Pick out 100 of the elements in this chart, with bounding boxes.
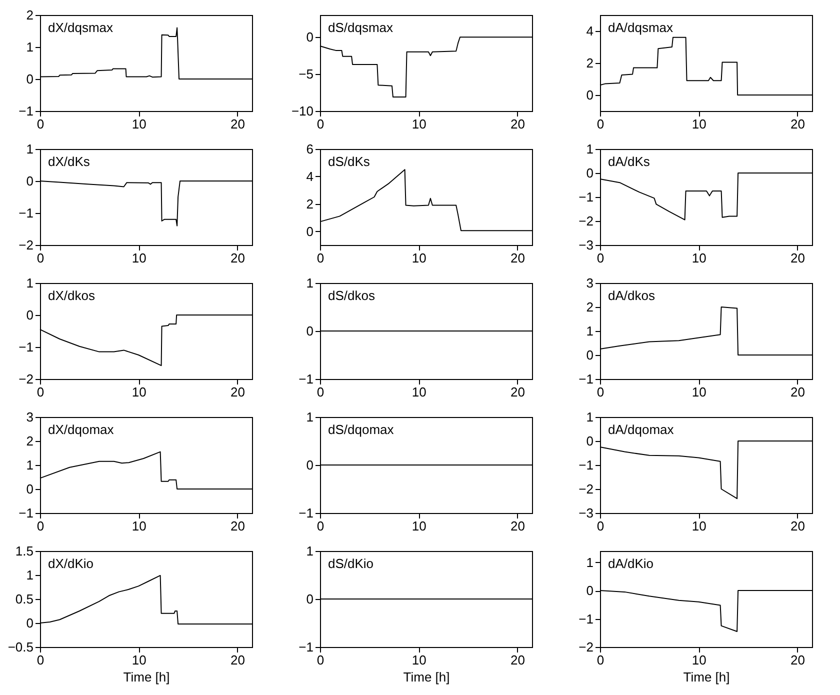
y-tick-label: −1 <box>298 372 314 386</box>
x-tick-label: 0 <box>316 250 324 266</box>
y-tick-label: 0.5 <box>15 592 34 606</box>
x-tick-label: 10 <box>412 384 426 400</box>
x-tick-label: 20 <box>790 384 805 400</box>
x-tick-label: 20 <box>230 518 245 534</box>
y-tick-label: 0 <box>586 348 594 362</box>
y-tick-label: 0 <box>586 434 594 448</box>
y-tick-label: 1 <box>586 324 594 338</box>
chart-title: dA/dkos <box>608 288 656 303</box>
y-tick-label: −3 <box>578 506 594 520</box>
x-tick-label: 0 <box>36 518 44 534</box>
y-tick-label: −2 <box>578 214 594 228</box>
x-tick-label: 10 <box>412 652 426 668</box>
x-tick-label: 0 <box>596 384 604 400</box>
x-tick-label: 10 <box>692 250 706 266</box>
x-tick-label: 0 <box>316 652 324 668</box>
y-tick-label: 1 <box>586 410 594 424</box>
x-tick-label: 20 <box>510 518 525 534</box>
y-tick-label: −3 <box>578 238 594 252</box>
y-tick-label: −1 <box>18 104 34 118</box>
chart-title: dX/dqsmax <box>48 20 114 35</box>
y-tick-label: 2 <box>586 56 594 70</box>
y-tick-label: −5 <box>298 66 314 82</box>
y-tick-label: −2 <box>578 640 594 654</box>
y-tick-label: 0 <box>306 592 314 606</box>
chart-title: dX/dKio <box>48 556 94 571</box>
x-tick-label: 20 <box>510 384 525 400</box>
y-tick-label: −2 <box>578 482 594 496</box>
y-tick-label: 0 <box>26 482 34 496</box>
y-tick-label: −1 <box>298 640 314 654</box>
chart-title: dX/dkos <box>48 288 96 303</box>
x-tick-label: 20 <box>230 250 245 266</box>
y-tick-label: 2 <box>306 196 314 212</box>
x-tick-label: 10 <box>132 384 146 400</box>
chart-title: dS/dKs <box>328 154 370 169</box>
y-tick-label: 0 <box>306 224 314 239</box>
y-tick-label: 2 <box>586 300 594 314</box>
chart-title: dA/dKs <box>608 154 650 169</box>
y-tick-label: −10 <box>291 104 314 118</box>
y-tick-label: 0 <box>586 88 594 102</box>
y-tick-label: 0 <box>306 30 314 45</box>
x-tick-label: 0 <box>36 250 44 266</box>
y-tick-label: 0 <box>26 308 34 322</box>
x-tick-label: 20 <box>790 116 805 132</box>
x-tick-label: 20 <box>230 116 245 132</box>
y-tick-label: 6 <box>306 142 314 156</box>
x-tick-label: 20 <box>510 652 525 668</box>
x-tick-label: 20 <box>510 250 525 266</box>
x-tick-label: 0 <box>36 652 44 668</box>
y-tick-label: 1 <box>26 276 34 290</box>
x-tick-label: 0 <box>596 116 604 132</box>
x-tick-label: 10 <box>132 250 146 266</box>
x-tick-label: 0 <box>596 518 604 534</box>
y-tick-label: 1 <box>26 40 34 54</box>
y-tick-label: −1 <box>578 458 594 472</box>
x-tick-label: 0 <box>316 116 324 132</box>
y-tick-label: 4 <box>306 168 314 184</box>
x-tick-label: 10 <box>132 116 146 132</box>
y-tick-label: 3 <box>586 276 594 290</box>
x-tick-label: 0 <box>316 518 324 534</box>
chart-title: dS/dkos <box>328 288 376 303</box>
x-tick-label: 20 <box>230 652 245 668</box>
y-tick-label: 1 <box>586 142 594 156</box>
x-axis-title: Time [h] <box>683 670 730 684</box>
x-tick-label: 0 <box>36 384 44 400</box>
chart-title: dS/dqsmax <box>328 20 394 35</box>
y-tick-label: 4 <box>586 24 594 38</box>
chart-title: dA/dKio <box>608 556 654 571</box>
x-tick-label: 20 <box>790 652 805 668</box>
y-tick-label: 1 <box>26 142 34 156</box>
y-tick-label: 1 <box>26 568 34 582</box>
x-tick-label: 0 <box>316 384 324 400</box>
x-tick-label: 0 <box>596 652 604 668</box>
x-axis-title: Time [h] <box>403 670 450 684</box>
y-tick-label: 0 <box>586 583 594 598</box>
x-tick-label: 10 <box>132 518 146 534</box>
y-tick-label: 1 <box>586 554 594 570</box>
x-tick-label: 10 <box>412 116 426 132</box>
x-tick-label: 10 <box>692 652 706 668</box>
x-axis-title: Time [h] <box>123 670 170 684</box>
y-tick-label: −2 <box>18 238 34 252</box>
x-tick-label: 0 <box>596 250 604 266</box>
y-tick-label: −1 <box>578 372 594 386</box>
y-tick-label: 2 <box>26 434 34 448</box>
chart-title: dS/dqomax <box>328 422 394 437</box>
y-tick-label: −1 <box>18 206 34 220</box>
y-tick-label: 0 <box>26 72 34 86</box>
chart-title: dA/dqomax <box>608 422 674 437</box>
x-tick-label: 10 <box>412 518 426 534</box>
x-tick-label: 10 <box>132 652 146 668</box>
y-tick-label: 1 <box>26 458 34 472</box>
chart-title: dX/dKs <box>48 154 90 169</box>
y-tick-label: −2 <box>18 372 34 386</box>
x-tick-label: 20 <box>510 116 525 132</box>
x-tick-label: 10 <box>412 250 426 266</box>
y-tick-label: −0.5 <box>8 640 34 654</box>
x-tick-label: 10 <box>692 384 706 400</box>
y-tick-label: 2 <box>26 8 34 22</box>
chart-title: dA/dqsmax <box>608 20 674 35</box>
